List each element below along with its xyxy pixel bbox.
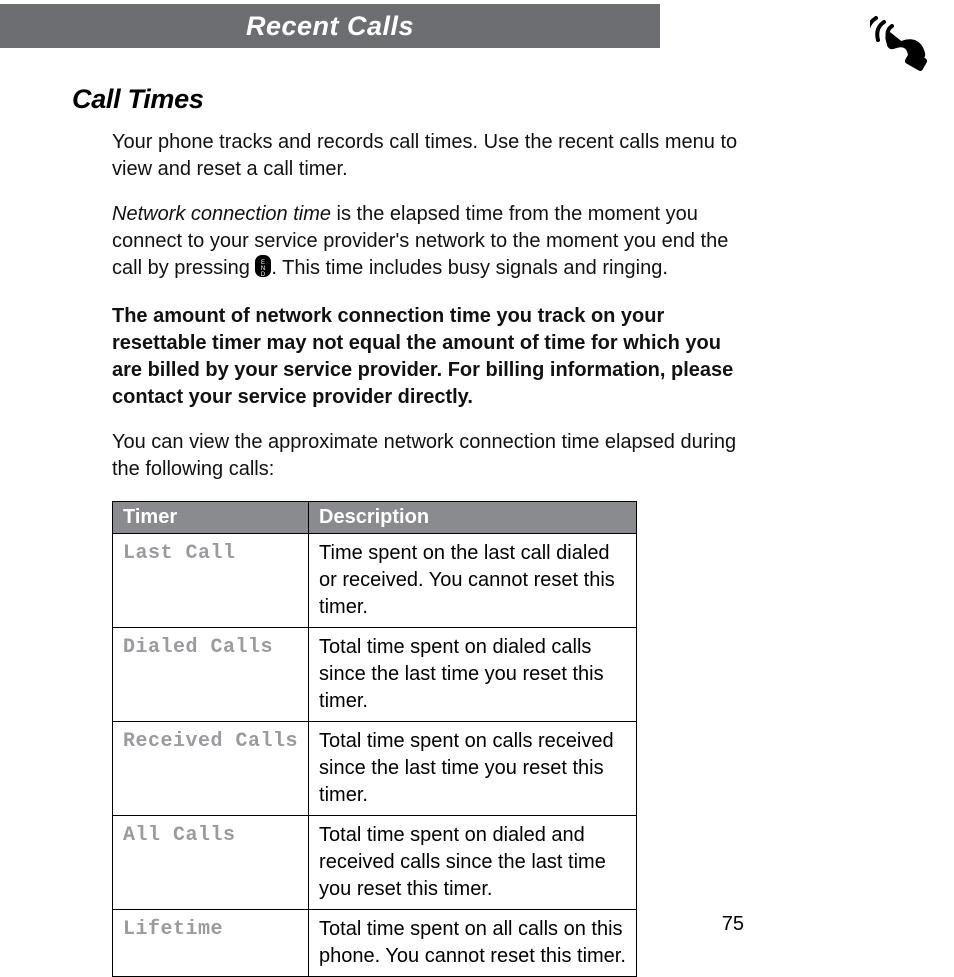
content-area: Call Times Your phone tracks and records… (72, 84, 744, 977)
table-header-row: Timer Description (113, 502, 637, 534)
timer-desc-cell: Total time spent on dialed and received … (309, 816, 637, 910)
timer-name-cell: Dialed Calls (113, 628, 309, 722)
svg-text:D: D (261, 272, 266, 277)
section-heading: Call Times (72, 84, 744, 115)
table-row: All Calls Total time spent on dialed and… (113, 816, 637, 910)
network-time-paragraph: Network connection time is the elapsed t… (112, 201, 744, 285)
page-number: 75 (722, 913, 744, 936)
timer-desc-cell: Total time spent on dialed calls since t… (309, 628, 637, 722)
timer-name-cell: Received Calls (113, 722, 309, 816)
phone-icon (870, 16, 940, 79)
intro-paragraph: Your phone tracks and records call times… (112, 129, 744, 183)
network-time-term: Network connection time (112, 203, 331, 225)
timer-desc-cell: Total time spent on calls received since… (309, 722, 637, 816)
end-key-icon: END (255, 255, 271, 285)
network-time-text-b: . This time includes busy signals and ri… (271, 257, 668, 279)
table-row: Received Calls Total time spent on calls… (113, 722, 637, 816)
col-header-timer: Timer (113, 502, 309, 534)
timer-desc-cell: Total time spent on all calls on this ph… (309, 910, 637, 977)
timer-desc-cell: Time spent on the last call dialed or re… (309, 534, 637, 628)
timer-table: Timer Description Last Call Time spent o… (112, 501, 637, 977)
chapter-title: Recent Calls (0, 4, 660, 48)
table-row: Lifetime Total time spent on all calls o… (113, 910, 637, 977)
table-lead-paragraph: You can view the approximate network con… (112, 429, 744, 483)
billing-warning-text: The amount of network connection time yo… (112, 305, 733, 408)
timer-name-cell: Last Call (113, 534, 309, 628)
manual-page: Recent Calls Call Times Your phone track… (0, 4, 954, 958)
table-row: Last Call Time spent on the last call di… (113, 534, 637, 628)
timer-name-cell: Lifetime (113, 910, 309, 977)
billing-warning-paragraph: The amount of network connection time yo… (112, 303, 744, 411)
body-text-block: Your phone tracks and records call times… (112, 129, 744, 977)
chapter-header-bar: Recent Calls (0, 4, 660, 48)
table-row: Dialed Calls Total time spent on dialed … (113, 628, 637, 722)
col-header-description: Description (309, 502, 637, 534)
timer-name-cell: All Calls (113, 816, 309, 910)
